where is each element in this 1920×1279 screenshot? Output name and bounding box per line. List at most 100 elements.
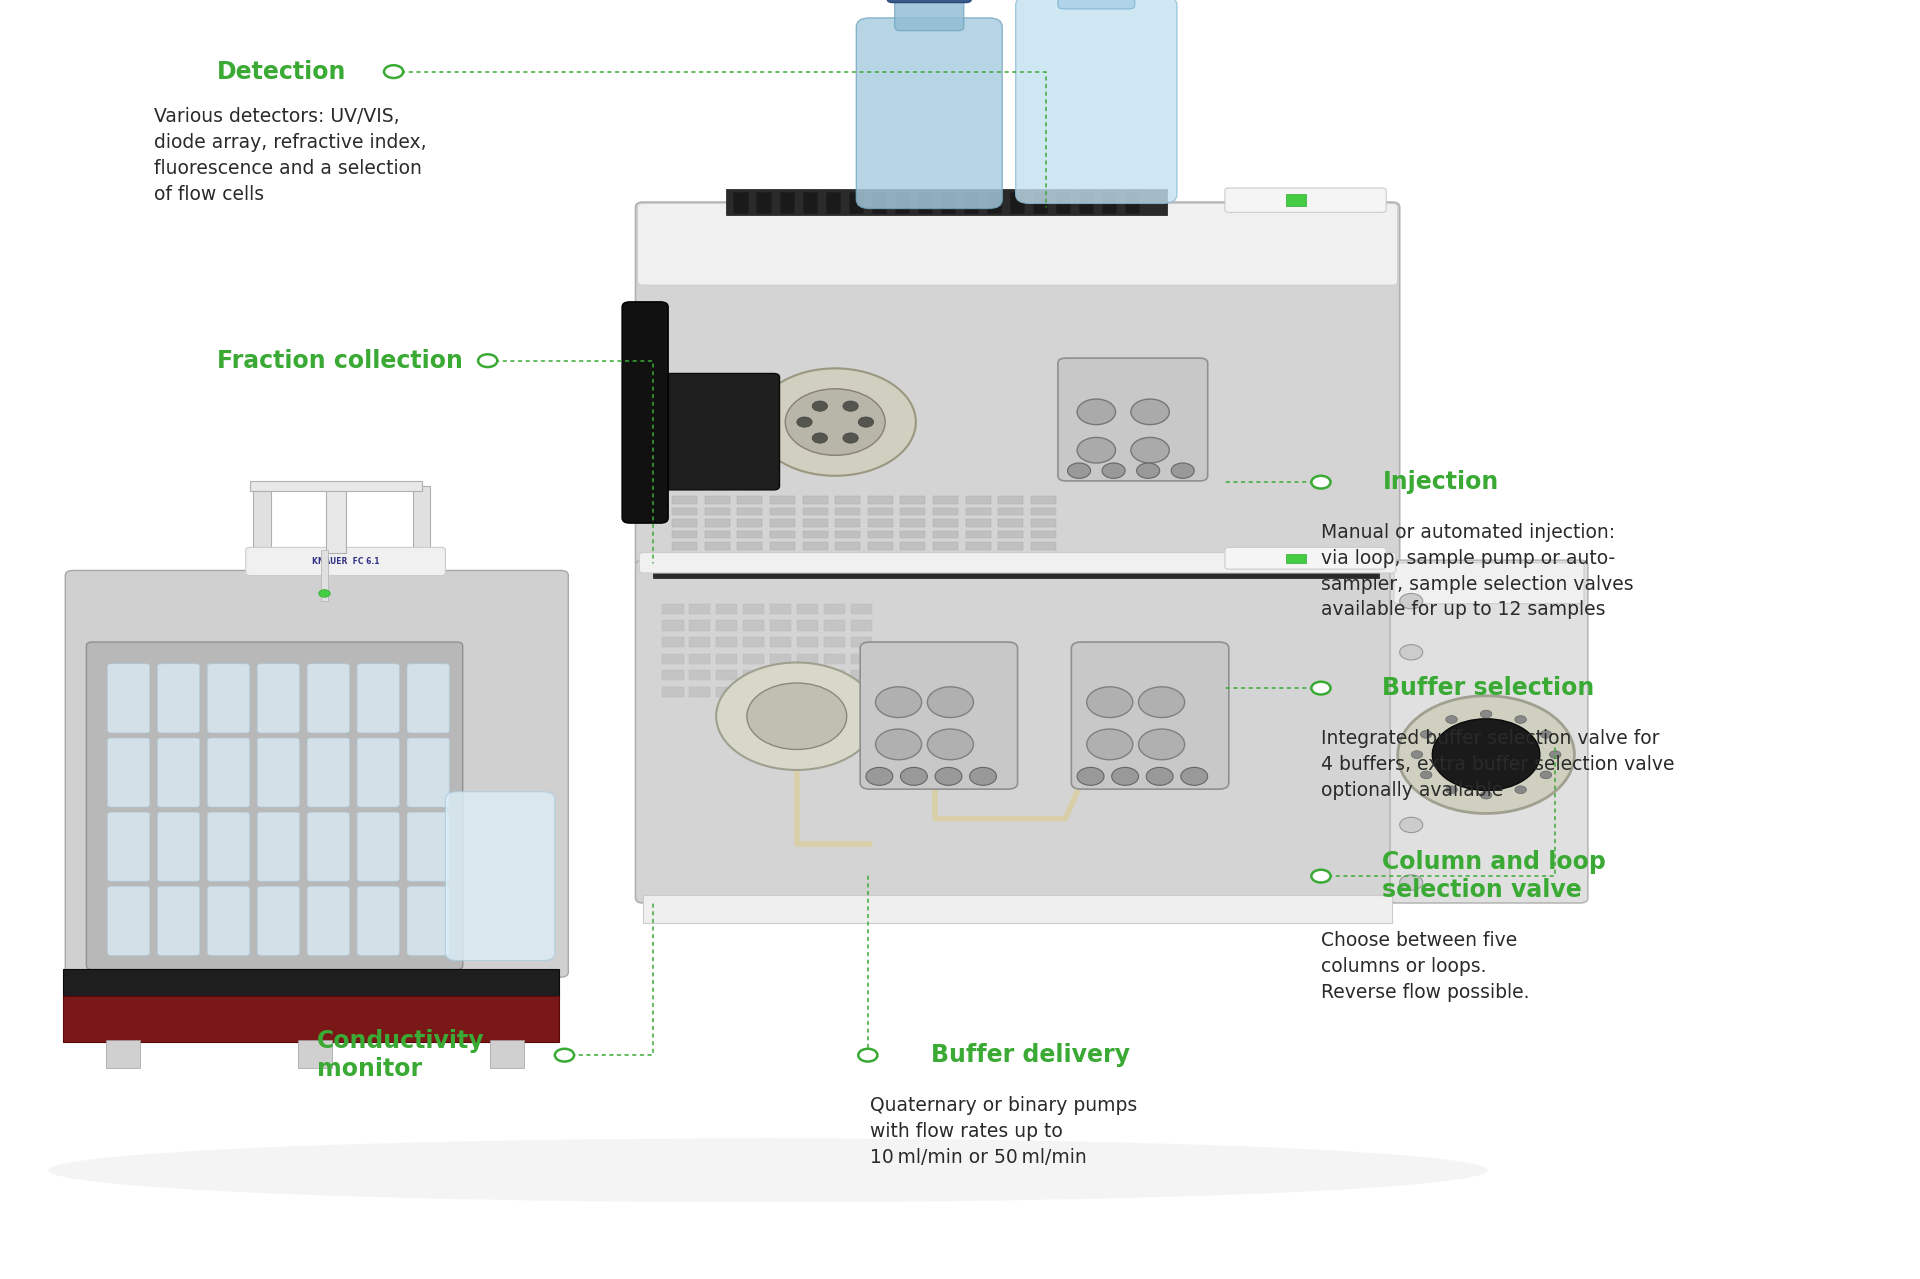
Bar bbox=[780, 192, 795, 214]
FancyBboxPatch shape bbox=[108, 886, 150, 955]
Bar bbox=[868, 508, 893, 515]
Bar bbox=[824, 670, 845, 680]
Bar bbox=[643, 560, 1392, 568]
Bar bbox=[689, 670, 710, 680]
FancyBboxPatch shape bbox=[108, 738, 150, 807]
Bar bbox=[743, 654, 764, 664]
Text: Various detectors: UV/VIS,
diode array, refractive index,
fluorescence and a sel: Various detectors: UV/VIS, diode array, … bbox=[154, 107, 426, 203]
Circle shape bbox=[1540, 771, 1551, 779]
Text: Manual or automated injection:
via loop, sample pump or auto-
sampler, sample se: Manual or automated injection: via loop,… bbox=[1321, 523, 1634, 619]
Bar bbox=[672, 508, 697, 515]
Bar bbox=[743, 670, 764, 680]
Circle shape bbox=[478, 354, 497, 367]
Bar bbox=[743, 637, 764, 647]
FancyBboxPatch shape bbox=[1225, 188, 1386, 212]
Bar bbox=[918, 192, 933, 214]
Bar bbox=[1056, 192, 1071, 214]
Bar bbox=[966, 508, 991, 515]
Circle shape bbox=[1311, 870, 1331, 883]
FancyBboxPatch shape bbox=[1394, 563, 1584, 604]
Circle shape bbox=[1068, 463, 1091, 478]
Bar bbox=[998, 496, 1023, 504]
Circle shape bbox=[858, 1049, 877, 1062]
Circle shape bbox=[843, 402, 858, 412]
Text: Integrated buffer selection valve for
4 buffers, extra buffer selection valve
op: Integrated buffer selection valve for 4 … bbox=[1321, 729, 1674, 799]
Circle shape bbox=[812, 402, 828, 412]
Bar bbox=[1102, 192, 1117, 214]
Bar bbox=[868, 496, 893, 504]
Bar bbox=[689, 687, 710, 697]
FancyBboxPatch shape bbox=[207, 738, 250, 807]
Bar bbox=[835, 519, 860, 527]
Text: Buffer selection: Buffer selection bbox=[1382, 677, 1596, 700]
Circle shape bbox=[858, 417, 874, 427]
Text: Fraction collection: Fraction collection bbox=[217, 349, 463, 372]
Bar bbox=[662, 654, 684, 664]
Bar bbox=[756, 192, 772, 214]
Circle shape bbox=[1077, 437, 1116, 463]
Bar bbox=[797, 620, 818, 631]
Circle shape bbox=[1112, 767, 1139, 785]
Bar bbox=[770, 670, 791, 680]
Circle shape bbox=[1515, 716, 1526, 724]
FancyBboxPatch shape bbox=[257, 886, 300, 955]
Bar bbox=[672, 519, 697, 527]
FancyBboxPatch shape bbox=[307, 664, 349, 733]
FancyBboxPatch shape bbox=[1058, 0, 1135, 9]
Bar bbox=[662, 670, 684, 680]
Bar bbox=[298, 1040, 332, 1068]
Circle shape bbox=[866, 767, 893, 785]
Bar bbox=[737, 542, 762, 550]
Bar bbox=[716, 670, 737, 680]
Circle shape bbox=[1549, 751, 1561, 758]
FancyBboxPatch shape bbox=[357, 886, 399, 955]
Bar bbox=[803, 519, 828, 527]
Circle shape bbox=[785, 389, 885, 455]
Bar bbox=[643, 895, 1392, 923]
FancyBboxPatch shape bbox=[407, 738, 449, 807]
Circle shape bbox=[1087, 729, 1133, 760]
Bar bbox=[716, 620, 737, 631]
FancyBboxPatch shape bbox=[157, 664, 200, 733]
Bar bbox=[895, 192, 910, 214]
Circle shape bbox=[1400, 817, 1423, 833]
Bar bbox=[900, 496, 925, 504]
FancyBboxPatch shape bbox=[407, 886, 449, 955]
Bar bbox=[1033, 192, 1048, 214]
Circle shape bbox=[1411, 751, 1423, 758]
FancyBboxPatch shape bbox=[65, 570, 568, 977]
Circle shape bbox=[1077, 399, 1116, 425]
Bar bbox=[868, 519, 893, 527]
Bar bbox=[987, 192, 1002, 214]
Circle shape bbox=[1077, 767, 1104, 785]
Bar bbox=[1031, 496, 1056, 504]
Circle shape bbox=[1480, 710, 1492, 718]
Bar bbox=[672, 542, 697, 550]
FancyBboxPatch shape bbox=[637, 203, 1398, 285]
Bar bbox=[689, 637, 710, 647]
FancyBboxPatch shape bbox=[207, 886, 250, 955]
Bar bbox=[797, 637, 818, 647]
Bar bbox=[868, 542, 893, 550]
Circle shape bbox=[1146, 767, 1173, 785]
Bar bbox=[851, 654, 872, 664]
Bar bbox=[872, 192, 887, 214]
Circle shape bbox=[876, 729, 922, 760]
Circle shape bbox=[1400, 645, 1423, 660]
Bar bbox=[705, 496, 730, 504]
FancyBboxPatch shape bbox=[157, 738, 200, 807]
Circle shape bbox=[1131, 399, 1169, 425]
Bar bbox=[716, 637, 737, 647]
Circle shape bbox=[716, 663, 877, 770]
Bar bbox=[106, 1040, 140, 1068]
Bar bbox=[770, 542, 795, 550]
Bar bbox=[705, 531, 730, 538]
Bar bbox=[900, 519, 925, 527]
Circle shape bbox=[935, 767, 962, 785]
FancyBboxPatch shape bbox=[307, 812, 349, 881]
Bar bbox=[716, 687, 737, 697]
Text: Quaternary or binary pumps
with flow rates up to
10 ml/min or 50 ml/min: Quaternary or binary pumps with flow rat… bbox=[870, 1096, 1137, 1166]
Bar bbox=[770, 637, 791, 647]
Circle shape bbox=[1400, 593, 1423, 609]
Bar bbox=[253, 486, 271, 573]
